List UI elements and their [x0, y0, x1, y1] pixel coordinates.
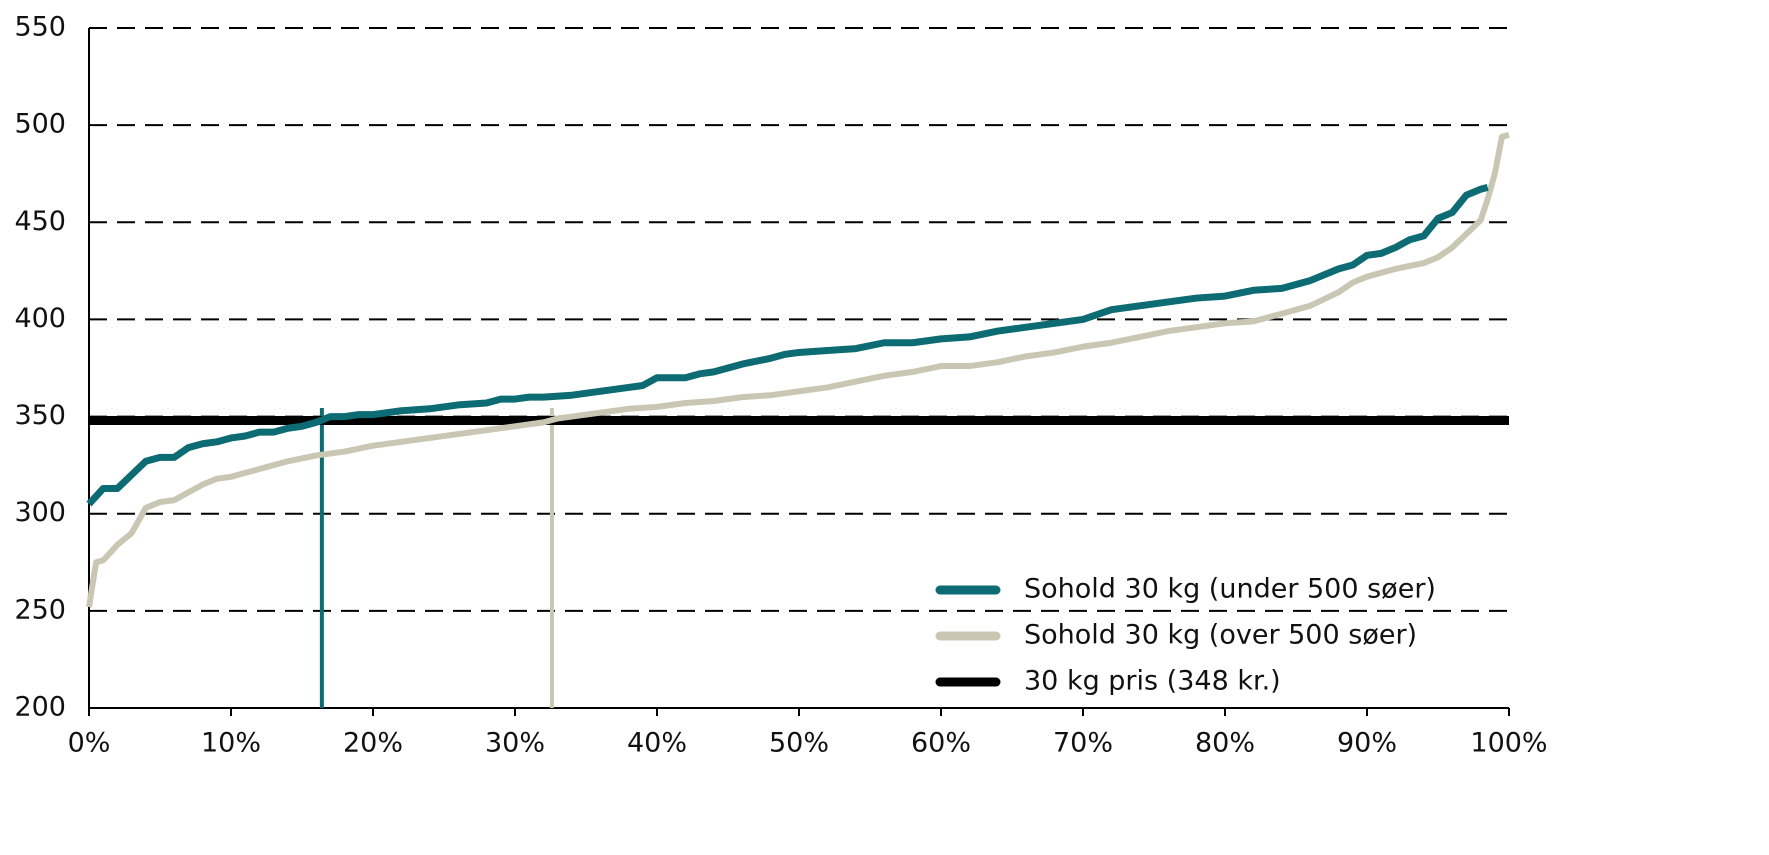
x-tick-label: 10%: [201, 728, 261, 759]
line-series: [86, 183, 1489, 507]
x-tick-label: 70%: [1053, 728, 1113, 759]
legend-label: 30 kg pris (348 kr.): [1024, 666, 1281, 697]
y-tick-label: 400: [14, 303, 66, 334]
x-tick-label: 90%: [1337, 728, 1397, 759]
x-tick-label: 100%: [1470, 728, 1547, 759]
y-tick-label: 550: [14, 12, 66, 43]
x-tick-label: 30%: [485, 728, 545, 759]
y-tick-label: 200: [14, 692, 66, 723]
y-tick-label: 450: [14, 206, 66, 237]
y-tick-label: 300: [14, 497, 66, 528]
legend-label: Sohold 30 kg (over 500 søer): [1024, 620, 1417, 651]
y-tick-label: 250: [14, 594, 66, 625]
y-tick-label: 350: [14, 400, 66, 431]
x-tick-label: 0%: [68, 728, 111, 759]
x-tick-label: 60%: [911, 728, 971, 759]
line-series: [86, 131, 1510, 608]
legend-label: Sohold 30 kg (under 500 søer): [1024, 574, 1436, 605]
x-tick-label: 40%: [627, 728, 687, 759]
y-tick-label: 500: [14, 109, 66, 140]
x-tick-label: 50%: [769, 728, 829, 759]
x-tick-label: 80%: [1195, 728, 1255, 759]
x-tick-label: 20%: [343, 728, 403, 759]
